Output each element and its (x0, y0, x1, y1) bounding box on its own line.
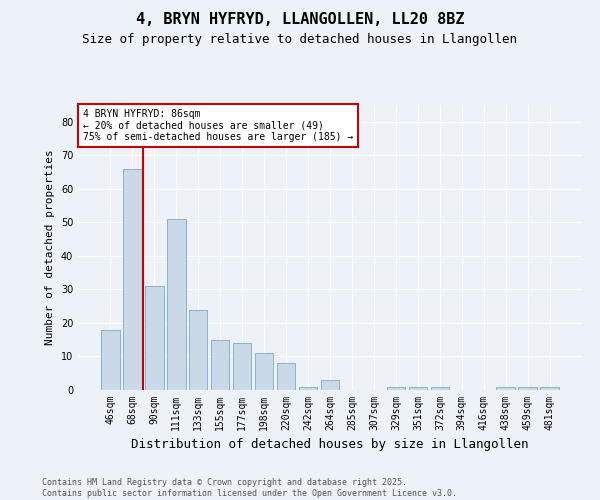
Bar (255, 353, 274, 390)
X-axis label: Distribution of detached houses by size in Llangollen: Distribution of detached houses by size … (131, 438, 529, 452)
Bar (518, 386, 537, 390)
Bar (233, 343, 251, 390)
Text: 4, BRYN HYFRYD, LLANGOLLEN, LL20 8BZ: 4, BRYN HYFRYD, LLANGOLLEN, LL20 8BZ (136, 12, 464, 28)
Bar (123, 168, 142, 390)
Bar (541, 386, 559, 390)
Bar (189, 310, 208, 390)
Text: 4 BRYN HYFRYD: 86sqm
← 20% of detached houses are smaller (49)
75% of semi-detac: 4 BRYN HYFRYD: 86sqm ← 20% of detached h… (83, 110, 353, 142)
Bar (299, 386, 317, 390)
Bar (386, 386, 405, 390)
Bar (101, 330, 119, 390)
Bar (277, 363, 295, 390)
Bar (431, 386, 449, 390)
Bar (167, 219, 185, 390)
Bar (320, 380, 340, 390)
Text: Contains HM Land Registry data © Crown copyright and database right 2025.
Contai: Contains HM Land Registry data © Crown c… (42, 478, 457, 498)
Bar (211, 340, 229, 390)
Bar (496, 386, 515, 390)
Y-axis label: Number of detached properties: Number of detached properties (45, 150, 55, 346)
Text: Size of property relative to detached houses in Llangollen: Size of property relative to detached ho… (83, 32, 517, 46)
Bar (145, 286, 164, 390)
Bar (409, 386, 427, 390)
